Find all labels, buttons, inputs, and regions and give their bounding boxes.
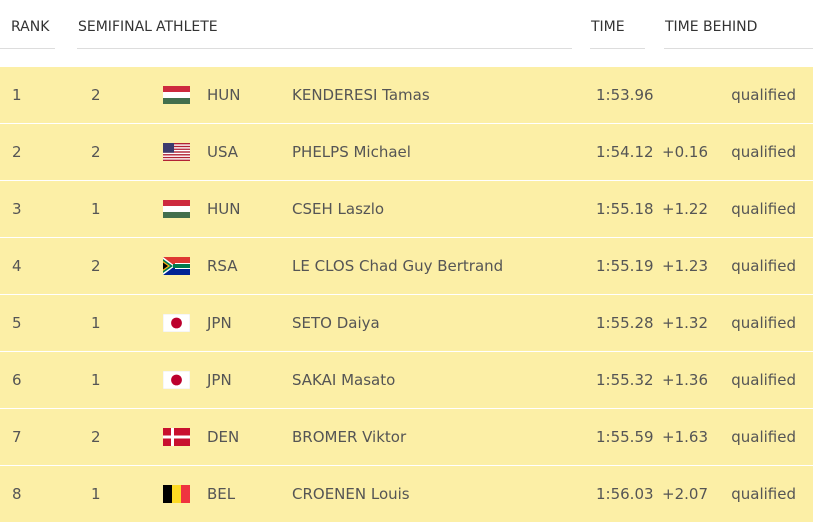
flag-icon bbox=[163, 371, 190, 389]
country-code: RSA bbox=[207, 257, 238, 275]
time: 1:55.59 bbox=[596, 428, 654, 446]
header-rank: RANK bbox=[11, 19, 50, 35]
time-behind: +1.22 bbox=[662, 200, 708, 218]
header-behind: TIME BEHIND bbox=[665, 19, 758, 35]
athlete-name: SETO Daiya bbox=[292, 314, 380, 332]
time-behind: +2.07 bbox=[662, 485, 708, 503]
time: 1:55.18 bbox=[596, 200, 654, 218]
status: qualified bbox=[731, 143, 796, 161]
result-row: 7 2 DEN BROMER Viktor 1:55.59 +1.63 qualified bbox=[0, 409, 813, 465]
time: 1:55.32 bbox=[596, 371, 654, 389]
athlete-name: KENDERESI Tamas bbox=[292, 86, 430, 104]
time-behind: +0.16 bbox=[662, 143, 708, 161]
athlete-name: CROENEN Louis bbox=[292, 485, 410, 503]
time-behind: +1.23 bbox=[662, 257, 708, 275]
rank: 1 bbox=[12, 86, 22, 104]
header-rule bbox=[0, 48, 55, 49]
country-code: HUN bbox=[207, 200, 241, 218]
country-code: USA bbox=[207, 143, 239, 161]
header-rule bbox=[590, 48, 645, 49]
rank: 7 bbox=[12, 428, 22, 446]
athlete-name: SAKAI Masato bbox=[292, 371, 396, 389]
semifinal: 2 bbox=[91, 428, 101, 446]
header-rule bbox=[77, 48, 572, 49]
semifinal: 1 bbox=[91, 485, 101, 503]
rank: 3 bbox=[12, 200, 22, 218]
country-code: BEL bbox=[207, 485, 236, 503]
semifinal: 2 bbox=[91, 86, 101, 104]
flag-icon bbox=[163, 428, 190, 446]
time: 1:55.19 bbox=[596, 257, 654, 275]
time-behind: +1.63 bbox=[662, 428, 708, 446]
country-code: DEN bbox=[207, 428, 240, 446]
time: 1:54.12 bbox=[596, 143, 654, 161]
flag-icon bbox=[163, 86, 190, 104]
country-code: HUN bbox=[207, 86, 241, 104]
result-row: 4 2 RSA LE CLOS Chad Guy Bertrand 1:55.19 +1.… bbox=[0, 238, 813, 294]
status: qualified bbox=[731, 257, 796, 275]
result-row: 8 1 BEL CROENEN Louis 1:56.03 +2.07 qualified bbox=[0, 466, 813, 522]
result-row: 3 1 HUN CSEH Laszlo 1:55.18 +1.22 qualified bbox=[0, 181, 813, 237]
result-row: 2 2 USA PHELPS Michael 1:54.12 +0.16 qualified bbox=[0, 124, 813, 180]
header-time: TIME bbox=[591, 19, 625, 35]
time: 1:55.28 bbox=[596, 314, 654, 332]
header-rule bbox=[664, 48, 813, 49]
status: qualified bbox=[731, 371, 796, 389]
time: 1:53.96 bbox=[596, 86, 654, 104]
flag-icon bbox=[163, 485, 190, 503]
rank: 4 bbox=[12, 257, 22, 275]
athlete-name: CSEH Laszlo bbox=[292, 200, 385, 218]
athlete-name: PHELPS Michael bbox=[292, 143, 411, 161]
semifinal: 2 bbox=[91, 257, 101, 275]
status: qualified bbox=[731, 485, 796, 503]
semifinal: 2 bbox=[91, 143, 101, 161]
header-athlete: ATHLETE bbox=[156, 19, 218, 35]
status: qualified bbox=[731, 86, 796, 104]
header-semifinal: SEMIFINAL bbox=[78, 19, 152, 35]
time-behind: +1.36 bbox=[662, 371, 708, 389]
flag-icon bbox=[163, 200, 190, 218]
flag-icon bbox=[163, 257, 190, 275]
rank: 5 bbox=[12, 314, 22, 332]
country-code: JPN bbox=[207, 371, 232, 389]
status: qualified bbox=[731, 428, 796, 446]
flag-icon bbox=[163, 143, 190, 161]
status: qualified bbox=[731, 200, 796, 218]
result-row: 5 1 JPN SETO Daiya 1:55.28 +1.32 qualified bbox=[0, 295, 813, 351]
athlete-name: LE CLOS Chad Guy Bertrand bbox=[292, 257, 504, 275]
athlete-name: BROMER Viktor bbox=[292, 428, 407, 446]
status: qualified bbox=[731, 314, 796, 332]
rank: 8 bbox=[12, 485, 22, 503]
rank: 2 bbox=[12, 143, 22, 161]
flag-icon bbox=[163, 314, 190, 332]
semifinal: 1 bbox=[91, 314, 101, 332]
country-code: JPN bbox=[207, 314, 232, 332]
result-row: 6 1 JPN SAKAI Masato 1:55.32 +1.36 qualified bbox=[0, 352, 813, 408]
result-row: 1 2 HUN KENDERESI Tamas 1:53.96 qualified bbox=[0, 67, 813, 123]
semifinal: 1 bbox=[91, 200, 101, 218]
semifinal: 1 bbox=[91, 371, 101, 389]
time: 1:56.03 bbox=[596, 485, 654, 503]
time-behind: +1.32 bbox=[662, 314, 708, 332]
rank: 6 bbox=[12, 371, 22, 389]
